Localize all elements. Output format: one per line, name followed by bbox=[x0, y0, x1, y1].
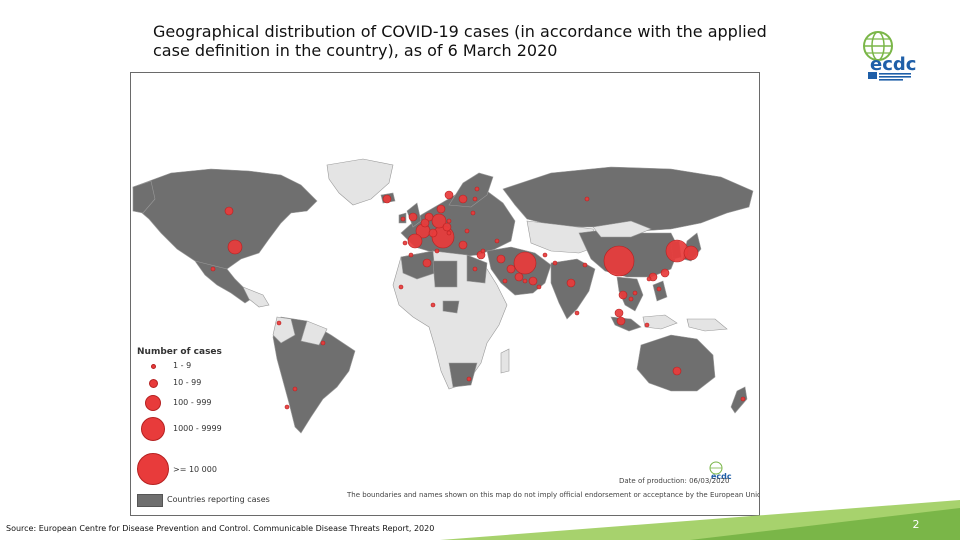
legend-label-4: 1000 - 9999 bbox=[173, 424, 222, 433]
case-marker-morocco bbox=[408, 252, 414, 258]
case-marker-india bbox=[566, 278, 576, 288]
legend-label-1: 1 - 9 bbox=[173, 361, 192, 370]
case-marker-south-africa bbox=[466, 376, 472, 382]
legend-marker-2 bbox=[149, 379, 158, 388]
legend-label-2: 10 - 99 bbox=[173, 378, 202, 387]
case-marker-nepal bbox=[582, 262, 588, 268]
reporting-swatch bbox=[137, 494, 163, 507]
case-markers bbox=[210, 186, 746, 410]
case-marker-iran bbox=[513, 251, 537, 275]
case-marker-iceland bbox=[382, 194, 392, 204]
case-marker-macau bbox=[646, 276, 652, 282]
case-marker-senegal bbox=[398, 284, 404, 290]
case-marker-spain bbox=[407, 233, 423, 249]
case-marker-iraq bbox=[496, 254, 506, 264]
date-of-production: Date of production: 06/03/2020 bbox=[619, 477, 730, 485]
case-marker-portugal bbox=[402, 240, 408, 246]
case-marker-norway bbox=[444, 190, 454, 200]
world-map-canvas bbox=[132, 158, 754, 434]
case-marker-canada bbox=[224, 206, 234, 216]
case-marker-oman bbox=[536, 284, 542, 290]
legend-marker-3 bbox=[145, 395, 161, 411]
land-masses bbox=[132, 158, 754, 434]
legend-marker-1 bbox=[151, 364, 156, 369]
case-marker-indonesia bbox=[644, 322, 650, 328]
case-marker-greece bbox=[458, 240, 468, 250]
case-marker-chile bbox=[284, 404, 290, 410]
case-marker-germany bbox=[431, 213, 447, 229]
case-marker-belarus bbox=[470, 210, 476, 216]
case-marker-uae bbox=[528, 276, 538, 286]
mini-ecdc-globe-icon: ecdc bbox=[709, 461, 732, 481]
case-marker-cambodia bbox=[628, 296, 634, 302]
legend-label-3: 100 - 999 bbox=[173, 398, 212, 407]
case-marker-georgia bbox=[494, 238, 500, 244]
case-marker-singapore bbox=[616, 316, 626, 326]
source-note: Source: European Centre for Disease Prev… bbox=[6, 524, 435, 533]
case-marker-sweden bbox=[458, 194, 468, 204]
case-marker-russia bbox=[584, 196, 590, 202]
page-number: 2 bbox=[912, 518, 920, 531]
case-marker-philippines bbox=[656, 286, 662, 292]
case-marker-tunisia bbox=[434, 248, 440, 254]
case-marker-united-states bbox=[227, 239, 243, 255]
case-marker-czechia bbox=[446, 218, 452, 224]
case-marker-finland bbox=[474, 186, 480, 192]
case-marker-japan bbox=[683, 245, 699, 261]
case-marker-afghanistan bbox=[542, 252, 548, 258]
case-marker-belgium bbox=[420, 218, 430, 228]
case-marker-croatia bbox=[446, 230, 452, 236]
case-marker-romania bbox=[464, 228, 470, 234]
case-marker-netherlands bbox=[424, 212, 434, 222]
case-marker-nigeria bbox=[430, 302, 436, 308]
legend-marker-4 bbox=[141, 417, 165, 441]
mini-ecdc-logo: ecdc bbox=[707, 461, 737, 481]
case-marker-pakistan bbox=[552, 260, 558, 266]
case-marker-bahrain bbox=[514, 272, 524, 282]
case-marker-estonia bbox=[472, 196, 478, 202]
map-legend: Number of cases 1 - 9 10 - 99 100 - 999 … bbox=[137, 347, 287, 485]
world-map: Number of cases 1 - 9 10 - 99 100 - 999 … bbox=[130, 72, 760, 516]
case-marker-united-kingdom bbox=[408, 212, 418, 222]
case-marker-vietnam bbox=[632, 290, 638, 296]
case-marker-algeria bbox=[422, 258, 432, 268]
mini-logo-text: ecdc bbox=[711, 472, 732, 481]
case-marker-qatar bbox=[522, 278, 528, 284]
slide-title: Geographical distribution of COVID-19 ca… bbox=[153, 22, 767, 60]
case-marker-saudi-arabia bbox=[502, 278, 508, 284]
case-marker-australia bbox=[672, 366, 682, 376]
legend-label-5: >= 10 000 bbox=[173, 465, 217, 474]
legend-title: Number of cases bbox=[137, 347, 222, 357]
case-marker-egypt bbox=[472, 266, 478, 272]
case-marker-mexico bbox=[210, 266, 216, 272]
case-marker-taiwan bbox=[660, 268, 670, 278]
ecdc-logo: ecdc bbox=[856, 26, 924, 86]
case-marker-thailand bbox=[618, 290, 628, 300]
case-marker-denmark bbox=[436, 204, 446, 214]
case-marker-ireland bbox=[400, 216, 406, 222]
case-marker-brazil bbox=[320, 340, 326, 346]
case-marker-china bbox=[603, 245, 635, 277]
case-marker-austria bbox=[442, 222, 452, 232]
case-marker-switzerland bbox=[428, 228, 438, 238]
case-marker-sri-lanka bbox=[574, 310, 580, 316]
case-marker-kuwait bbox=[506, 264, 516, 274]
case-marker-ecuador bbox=[276, 320, 282, 326]
map-disclaimer: The boundaries and names shown on this m… bbox=[347, 491, 760, 499]
legend-marker-5 bbox=[137, 453, 169, 485]
case-marker-new-zealand bbox=[740, 396, 746, 402]
case-marker-argentina bbox=[292, 386, 298, 392]
logo-text: ecdc bbox=[870, 54, 916, 75]
reporting-label: Countries reporting cases bbox=[167, 495, 270, 504]
case-marker-malaysia bbox=[614, 308, 624, 318]
case-marker-lebanon bbox=[480, 248, 486, 254]
ecdc-globe-logo-icon: ecdc bbox=[863, 31, 916, 81]
case-marker-italy bbox=[431, 225, 455, 249]
